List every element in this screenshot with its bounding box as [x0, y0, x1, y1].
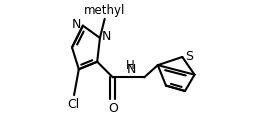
- Text: Cl: Cl: [67, 98, 79, 111]
- Text: S: S: [185, 51, 193, 63]
- Text: N: N: [101, 30, 111, 43]
- Text: N: N: [126, 63, 136, 76]
- Text: methyl: methyl: [84, 4, 125, 17]
- Text: O: O: [109, 102, 119, 115]
- Text: N: N: [72, 18, 81, 31]
- Text: H: H: [126, 59, 135, 72]
